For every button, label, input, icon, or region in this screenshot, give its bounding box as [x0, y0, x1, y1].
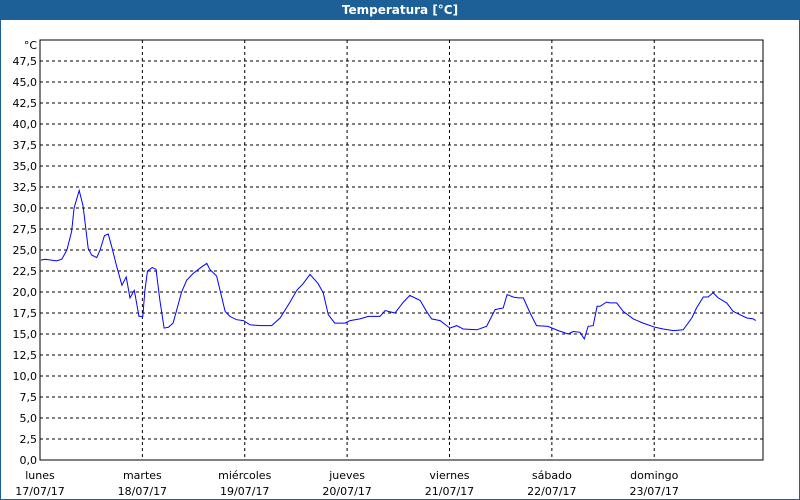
x-tick-date-label: 17/07/17 — [15, 485, 64, 498]
y-tick-label: 10,0 — [13, 370, 38, 383]
x-tick-day-label: jueves — [328, 469, 365, 482]
x-tick-day-label: lunes — [25, 469, 55, 482]
x-tick-date-label: 19/07/17 — [220, 485, 269, 498]
y-tick-label: 35,0 — [13, 160, 38, 173]
x-tick-date-label: 20/07/17 — [322, 485, 371, 498]
x-tick-date-label: 22/07/17 — [527, 485, 576, 498]
y-tick-label: 37,5 — [13, 139, 38, 152]
x-tick-day-label: martes — [123, 469, 162, 482]
y-tick-label: 25,0 — [13, 244, 38, 257]
y-tick-label: 15,0 — [13, 328, 38, 341]
x-tick-day-label: viernes — [429, 469, 469, 482]
y-tick-label: 40,0 — [13, 118, 38, 131]
y-tick-label: 47,5 — [13, 55, 38, 68]
x-tick-day-label: domingo — [630, 469, 678, 482]
y-tick-label: 7,5 — [20, 391, 38, 404]
y-tick-label: 0,0 — [20, 454, 38, 467]
y-tick-label: 45,0 — [13, 76, 38, 89]
y-tick-label: 20,0 — [13, 286, 38, 299]
y-tick-label: 42,5 — [13, 97, 38, 110]
y-tick-label: 12,5 — [13, 349, 38, 362]
x-tick-day-label: miércoles — [218, 469, 271, 482]
window-title: Temperatura [°C] — [0, 0, 800, 20]
y-tick-label: 17,5 — [13, 307, 38, 320]
y-tick-label: 2,5 — [20, 433, 38, 446]
x-tick-day-label: sábado — [532, 469, 572, 482]
y-axis-unit-label: °C — [24, 39, 38, 52]
temperature-line — [40, 188, 756, 341]
y-tick-label: 30,0 — [13, 202, 38, 215]
x-tick-date-label: 18/07/17 — [118, 485, 167, 498]
plot-frame — [39, 39, 764, 461]
x-tick-date-label: 23/07/17 — [630, 485, 679, 498]
y-tick-label: 22,5 — [13, 265, 38, 278]
y-tick-label: 27,5 — [13, 223, 38, 236]
y-tick-label: 5,0 — [20, 412, 38, 425]
y-tick-label: 32,5 — [13, 181, 38, 194]
x-tick-date-label: 21/07/17 — [425, 485, 474, 498]
